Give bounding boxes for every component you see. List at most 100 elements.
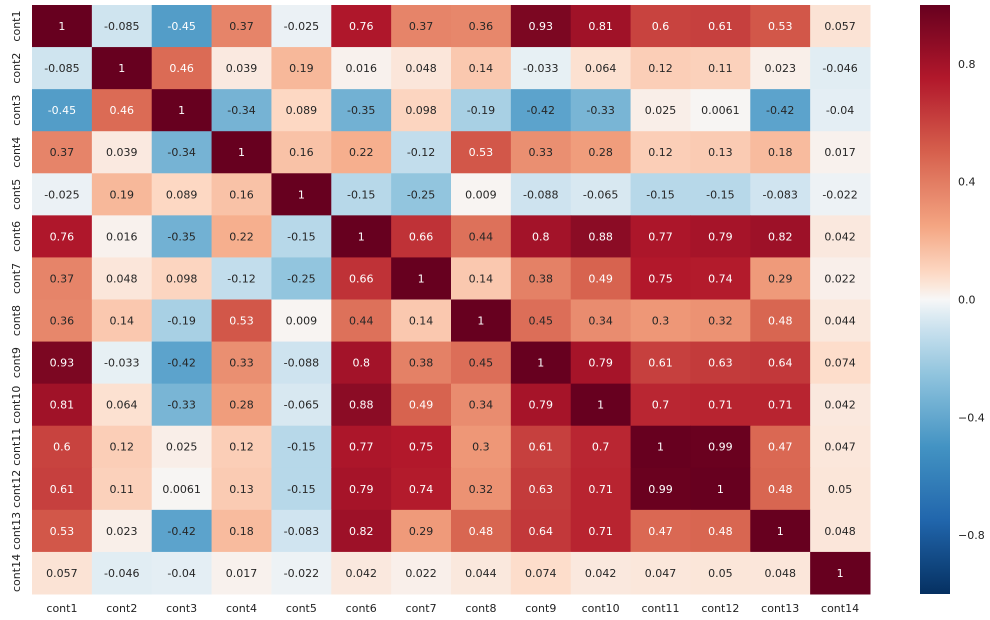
cell-value-label: 0.22 (229, 230, 254, 243)
heatmap-cell (450, 5, 512, 48)
heatmap-cell (151, 509, 213, 553)
cell-value-label: 0.6 (53, 441, 71, 454)
y-tick-label: cont1 (10, 11, 23, 42)
heatmap-cell (331, 5, 392, 48)
y-tick-label: cont12 (10, 470, 23, 508)
cell-value-label: 0.61 (529, 441, 554, 454)
x-tick-label: cont3 (166, 602, 197, 615)
cell-value-label: 0.71 (588, 525, 613, 538)
cell-value-label: 0.12 (648, 62, 673, 75)
cell-value-label: 1 (418, 272, 425, 285)
heatmap-cell (151, 173, 213, 216)
cell-value-label: -0.34 (227, 104, 255, 117)
heatmap-cell (750, 89, 811, 132)
heatmap-cell (570, 509, 632, 553)
x-tick-label: cont12 (701, 602, 739, 615)
heatmap-cell (810, 89, 871, 132)
cell-value-label: 0.039 (106, 146, 138, 159)
heatmap-cell (510, 551, 572, 595)
cell-value-label: -0.025 (44, 188, 79, 201)
heatmap-cell (91, 47, 153, 90)
cell-value-label: -0.085 (44, 62, 79, 75)
cell-value-label: 0.11 (110, 483, 135, 496)
heatmap-cell (630, 383, 691, 427)
heatmap-cell (32, 47, 93, 90)
cell-value-label: 0.05 (708, 567, 733, 580)
cell-value-label: 0.057 (824, 20, 856, 33)
heatmap-cell (151, 551, 213, 595)
x-tick-label: cont11 (641, 602, 679, 615)
cell-value-label: 0.74 (409, 483, 434, 496)
cell-value-label: 0.14 (469, 272, 494, 285)
cell-value-label: 0.016 (106, 230, 138, 243)
cell-value-label: 0.042 (345, 567, 377, 580)
heatmap-cell (510, 131, 572, 174)
cell-value-label: 0.81 (50, 399, 75, 412)
cell-value-label: 1 (477, 315, 484, 328)
heatmap-cell (810, 551, 871, 595)
cell-value-label: 0.048 (106, 272, 138, 285)
heatmap-cell (750, 299, 811, 343)
heatmap-cell (91, 341, 153, 385)
heatmap-cell (391, 551, 452, 595)
heatmap-cell (630, 551, 691, 595)
cell-value-label: 0.49 (409, 399, 434, 412)
cell-value-label: 0.14 (110, 315, 135, 328)
heatmap-cell (331, 215, 392, 258)
cell-value-label: 0.66 (349, 272, 374, 285)
heatmap-cell (271, 5, 332, 48)
cell-value-label: -0.45 (167, 20, 195, 33)
heatmap-cell (32, 509, 93, 553)
heatmap-cell (690, 5, 751, 48)
cell-value-label: 0.009 (465, 188, 497, 201)
heatmap-cell (630, 341, 691, 385)
cell-value-label: 0.19 (289, 62, 314, 75)
cell-value-label: 0.34 (469, 399, 494, 412)
cell-value-label: 0.039 (226, 62, 258, 75)
heatmap-cell (630, 47, 691, 90)
cell-value-label: -0.083 (284, 525, 319, 538)
cell-value-label: 0.53 (50, 525, 75, 538)
cell-value-label: 0.64 (529, 525, 554, 538)
cell-value-label: -0.42 (167, 357, 195, 370)
cell-value-label: 0.66 (409, 230, 434, 243)
heatmap-cell (810, 47, 871, 90)
heatmap-cell (570, 425, 632, 469)
heatmap-cell (810, 257, 871, 300)
heatmap-cell (271, 425, 332, 469)
cell-value-label: 0.99 (708, 441, 733, 454)
colorbar-tick-label: 0.8 (958, 58, 976, 71)
cell-value-label: -0.12 (407, 146, 435, 159)
heatmap-cell (750, 131, 811, 174)
heatmap-cell (570, 89, 632, 132)
heatmap-cell (570, 299, 632, 343)
cell-value-label: 0.74 (708, 272, 733, 285)
cell-value-label: 0.71 (768, 399, 793, 412)
heatmap-cell (750, 215, 811, 258)
heatmap-cell (510, 425, 572, 469)
heatmap-cell (450, 425, 512, 469)
y-tick-label: cont14 (10, 554, 23, 592)
heatmap-cell (32, 5, 93, 48)
cell-value-label: 0.0061 (701, 104, 740, 117)
cell-value-label: 0.044 (824, 315, 856, 328)
heatmap-cell (32, 551, 93, 595)
heatmap-cell (391, 89, 452, 132)
heatmap-cell (211, 299, 272, 343)
heatmap-cell (570, 5, 632, 48)
cell-value-label: 0.18 (768, 146, 793, 159)
heatmap-cell (211, 215, 272, 258)
heatmap-cell (510, 5, 572, 48)
cell-value-label: 0.61 (708, 20, 733, 33)
heatmap-cell (510, 467, 572, 511)
heatmap-cell (211, 383, 272, 427)
cell-value-label: 0.36 (50, 315, 75, 328)
heatmap-cell (750, 467, 811, 511)
heatmap-cell (570, 341, 632, 385)
cell-value-label: 0.61 (50, 483, 75, 496)
cell-value-label: 0.089 (166, 188, 198, 201)
cell-value-label: 0.33 (529, 146, 554, 159)
heatmap-cell (810, 467, 871, 511)
heatmap-cell (32, 173, 93, 216)
